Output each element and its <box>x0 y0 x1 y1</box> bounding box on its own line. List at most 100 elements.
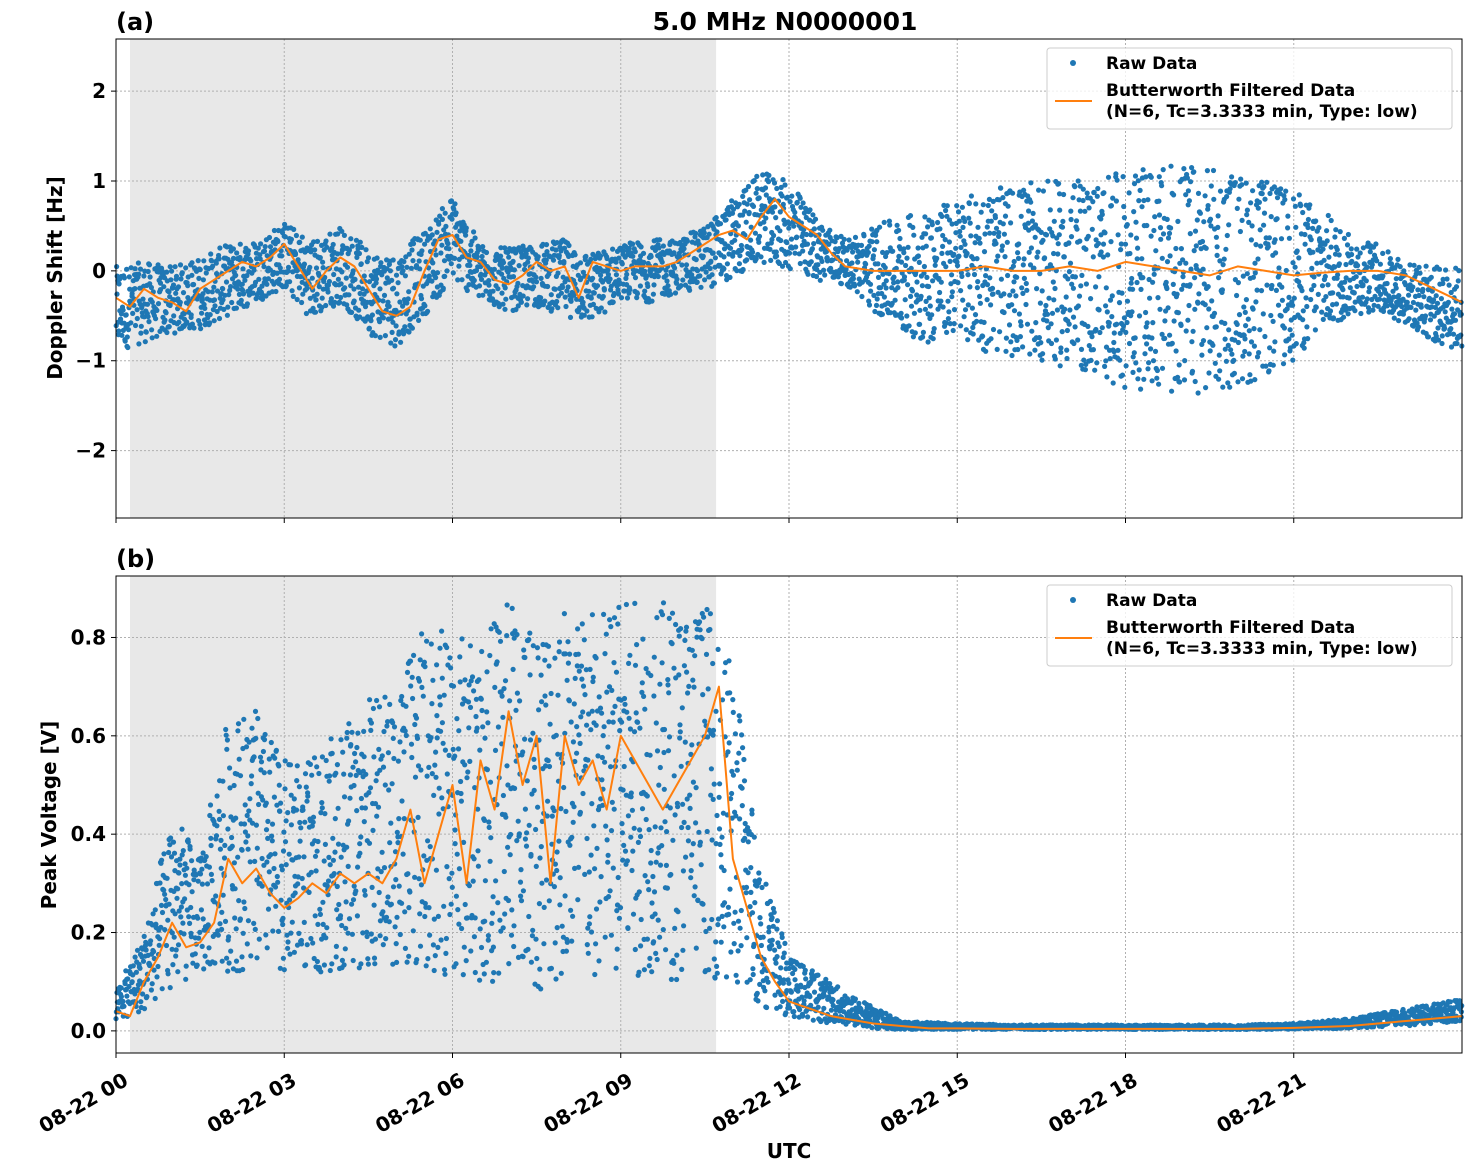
panel-a-raw-point <box>809 246 816 252</box>
panel-b-raw-point <box>577 809 584 816</box>
panel-a-raw-point <box>1085 323 1091 329</box>
panel-a-raw-point <box>314 291 320 297</box>
panel-b-raw-point <box>408 741 415 747</box>
panel-b-raw-point <box>447 655 453 661</box>
panel-a-raw-point <box>1294 248 1300 254</box>
panel-b-raw-point <box>251 754 257 760</box>
panel-b-raw-point <box>499 693 505 699</box>
panel-a-raw-point <box>220 286 226 292</box>
panel-a-raw-point <box>1183 260 1189 266</box>
panel-a-raw-point <box>1116 300 1123 306</box>
panel-b-raw-point <box>441 692 447 698</box>
panel-b-raw-point <box>368 720 374 726</box>
panel-a-raw-point <box>700 253 706 259</box>
panel-a-raw-point <box>1135 376 1141 382</box>
panel-b-raw-point <box>241 899 247 905</box>
panel-b-raw-point <box>180 848 186 854</box>
panel-b-raw-point <box>569 938 575 944</box>
panel-b-raw-point <box>574 663 580 669</box>
panel-a-raw-point <box>925 339 931 345</box>
panel-b-raw-point <box>608 624 614 630</box>
panel-b-raw-point <box>528 959 535 965</box>
panel-a-raw-point <box>303 310 309 317</box>
panel-a-raw-point <box>1347 285 1353 291</box>
panel-a-raw-point <box>402 273 408 279</box>
panel-b-raw-point <box>415 814 421 821</box>
panel-a-raw-point <box>1225 380 1231 386</box>
panel-a-raw-point <box>903 262 909 269</box>
panel-a-raw-point <box>908 303 915 309</box>
panel-b-raw-point <box>268 852 274 858</box>
panel-a-raw-point <box>761 219 767 225</box>
panel-b-raw-point <box>311 755 318 761</box>
panel-b-raw-point <box>410 928 416 934</box>
panel-a-raw-point <box>1179 286 1185 292</box>
panel-a-raw-point <box>1013 293 1019 299</box>
panel-b-raw-point <box>351 883 357 889</box>
panel-a-raw-point <box>1406 316 1412 322</box>
panel-a-raw-point <box>1171 318 1177 324</box>
panel-a-raw-point <box>1296 192 1302 198</box>
panel-b-raw-point <box>602 934 608 940</box>
panel-a-raw-point <box>114 264 120 270</box>
panel-a-raw-point <box>149 327 155 333</box>
panel-a-raw-point <box>1185 202 1191 208</box>
panel-a-raw-point <box>1057 207 1063 213</box>
panel-a-raw-point <box>1113 198 1119 204</box>
panel-a-raw-point <box>1086 343 1092 349</box>
panel-a-raw-point <box>1349 251 1355 258</box>
panel-a-raw-point <box>550 257 557 263</box>
panel-a-raw-point <box>1206 370 1212 376</box>
panel-a-raw-point <box>502 245 508 251</box>
panel-a-raw-point <box>1346 295 1352 301</box>
panel-b-raw-point <box>294 763 300 769</box>
panel-a-raw-point <box>1009 352 1015 359</box>
panel-a-raw-point <box>1220 384 1226 390</box>
panel-b-raw-point <box>212 960 218 966</box>
panel-a-raw-point <box>1427 317 1434 323</box>
panel-a-raw-point <box>441 258 448 264</box>
panel-b-raw-point <box>272 884 279 890</box>
panel-a-raw-point <box>948 281 954 287</box>
panel-a-raw-point <box>155 262 161 268</box>
panel-b-raw-point <box>324 925 330 931</box>
panel-a-raw-point <box>909 288 916 294</box>
panel-a-raw-point <box>777 209 783 215</box>
panel-b-raw-point <box>449 870 455 876</box>
panel-a-raw-point <box>1026 249 1032 255</box>
panel-a-raw-point <box>304 285 310 291</box>
panel-a-raw-point <box>505 249 511 256</box>
panel-b-raw-point <box>272 755 278 761</box>
panel-a-raw-point <box>499 271 505 277</box>
panel-a-raw-point <box>217 245 223 251</box>
panel-a-raw-point <box>146 319 152 325</box>
panel-a-raw-point <box>1385 249 1391 255</box>
panel-a-raw-point <box>208 251 214 257</box>
panel-a-raw-point <box>1211 310 1218 316</box>
panel-a-raw-point <box>827 227 833 233</box>
panel-a-raw-point <box>366 325 372 331</box>
panel-b-raw-point <box>393 877 399 883</box>
panel-b-raw-point <box>463 958 469 964</box>
panel-b-raw-point <box>462 762 468 768</box>
panel-a-raw-point <box>1132 335 1138 341</box>
panel-b-raw-point <box>328 736 334 742</box>
panel-a-raw-point <box>1259 179 1265 185</box>
panel-b-raw-point <box>385 719 391 725</box>
panel-a-raw-point <box>693 230 699 236</box>
panel-b-raw-point <box>312 853 319 859</box>
panel-b-raw-point <box>477 926 483 932</box>
panel-a-raw-point <box>1141 376 1147 382</box>
panel-b-raw-point <box>447 911 453 918</box>
panel-b-raw-point <box>137 965 143 971</box>
panel-a-raw-point <box>359 286 366 292</box>
panel-a-raw-point <box>1448 344 1455 350</box>
panel-b-raw-point <box>281 829 287 835</box>
panel-b-raw-point <box>283 818 289 824</box>
panel-a-raw-point <box>1016 311 1023 317</box>
panel-a-raw-point <box>1067 260 1074 266</box>
panel-a-raw-point <box>944 329 950 335</box>
panel-b-raw-point <box>583 667 589 673</box>
panel-b-raw-point <box>225 968 231 974</box>
